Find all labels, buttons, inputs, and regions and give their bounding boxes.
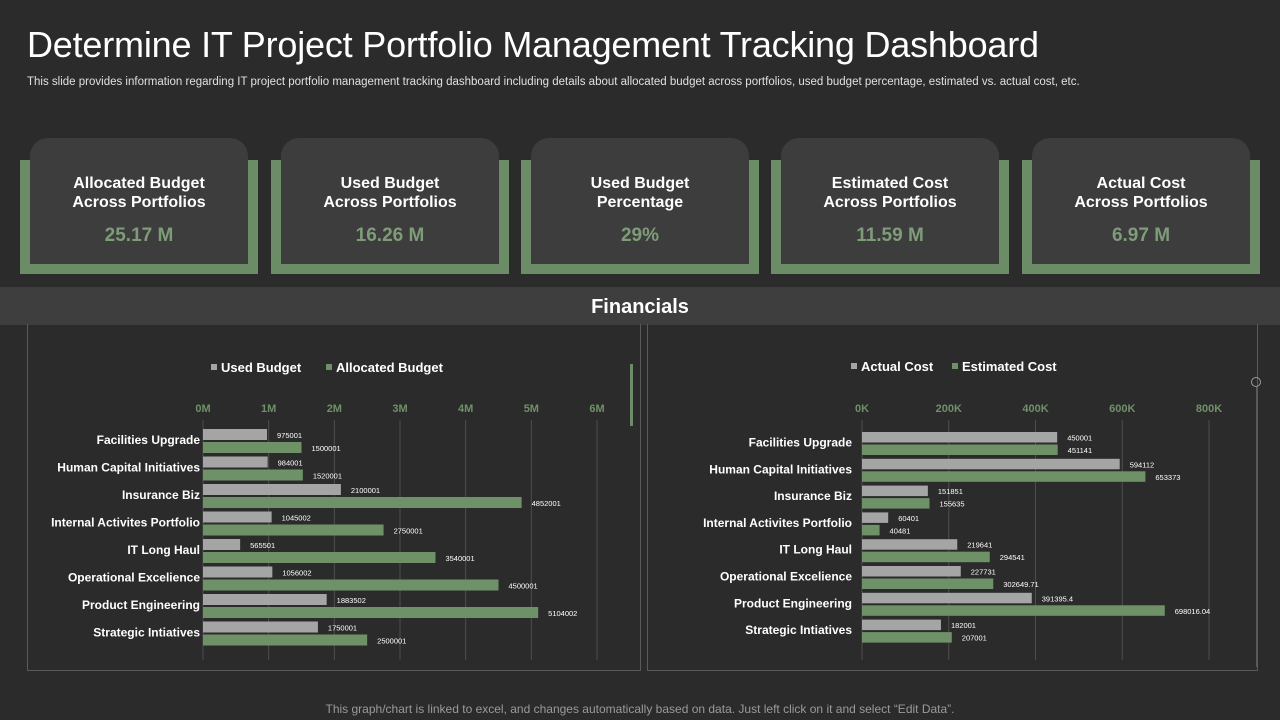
chart-resize-line — [1256, 387, 1257, 667]
kpi-label: Used Budget Across Portfolios — [323, 175, 457, 211]
kpi-value: 16.26 M — [355, 225, 425, 246]
kpi-card-used-budget: Used Budget Across Portfolios 16.26 M — [271, 138, 509, 274]
page-subtitle: This slide provides information regardin… — [27, 76, 1080, 88]
kpi-card-actual-cost: Actual Cost Across Portfolios 6.97 M — [1022, 138, 1260, 274]
kpi-label: Allocated Budget Across Portfolios — [72, 175, 206, 211]
kpi-card-estimated-cost: Estimated Cost Across Portfolios 11.59 M — [771, 138, 1009, 274]
financials-header: Financials — [0, 287, 1280, 325]
kpi-label: Estimated Cost Across Portfolios — [823, 175, 957, 211]
financials-title: Financials — [591, 296, 689, 318]
cost-chart-panel[interactable] — [647, 324, 1258, 671]
kpi-card-body: Used Budget Across Portfolios 16.26 M — [281, 138, 499, 264]
kpi-card-body: Estimated Cost Across Portfolios 11.59 M — [781, 138, 999, 264]
page-title: Determine IT Project Portfolio Managemen… — [27, 24, 1039, 65]
kpi-card-allocated-budget: Allocated Budget Across Portfolios 25.17… — [20, 138, 258, 274]
kpi-card-body: Allocated Budget Across Portfolios 25.17… — [30, 138, 248, 264]
budget-chart-panel[interactable] — [27, 324, 641, 671]
kpi-label: Used Budget Percentage — [590, 175, 690, 211]
kpi-label: Actual Cost Across Portfolios — [1074, 175, 1208, 211]
kpi-value: 6.97 M — [1111, 225, 1171, 246]
chart-scrollbar[interactable] — [630, 364, 633, 426]
kpi-value: 25.17 M — [104, 225, 174, 246]
kpi-value: 29% — [620, 225, 660, 246]
kpi-card-body: Used Budget Percentage 29% — [531, 138, 749, 264]
kpi-card-used-budget-percentage: Used Budget Percentage 29% — [521, 138, 759, 274]
footer-note: This graph/chart is linked to excel, and… — [325, 702, 955, 716]
kpi-value: 11.59 M — [856, 225, 924, 246]
kpi-card-body: Actual Cost Across Portfolios 6.97 M — [1032, 138, 1250, 264]
chart-resize-handle[interactable] — [1251, 377, 1261, 387]
